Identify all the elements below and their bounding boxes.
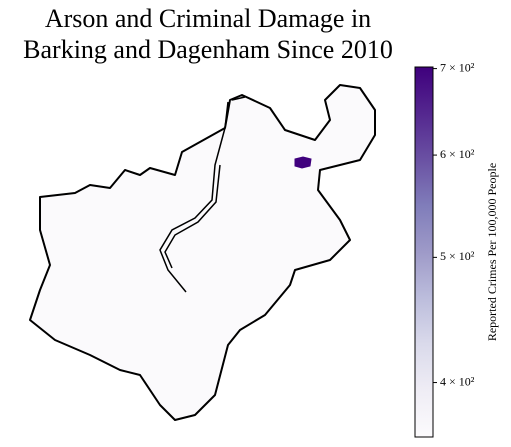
colorbar-tick-label: 7 × 10²	[440, 60, 475, 74]
colorbar-tick-label: 5 × 10²	[440, 249, 475, 263]
borough-region	[29, 84, 376, 421]
river-line	[159, 96, 246, 293]
colorbar-tick-label: 4 × 10²	[440, 374, 475, 388]
title-line: Barking and Dagenham Since 2010	[23, 35, 393, 64]
title-line: Arson and Criminal Damage in	[45, 4, 371, 33]
colorbar	[414, 66, 434, 438]
colorbar-label: Reported Crimes Per 100,000 People	[485, 163, 499, 341]
colorbar-tick-label: 6 × 10²	[440, 147, 475, 161]
borough-region	[294, 156, 312, 169]
